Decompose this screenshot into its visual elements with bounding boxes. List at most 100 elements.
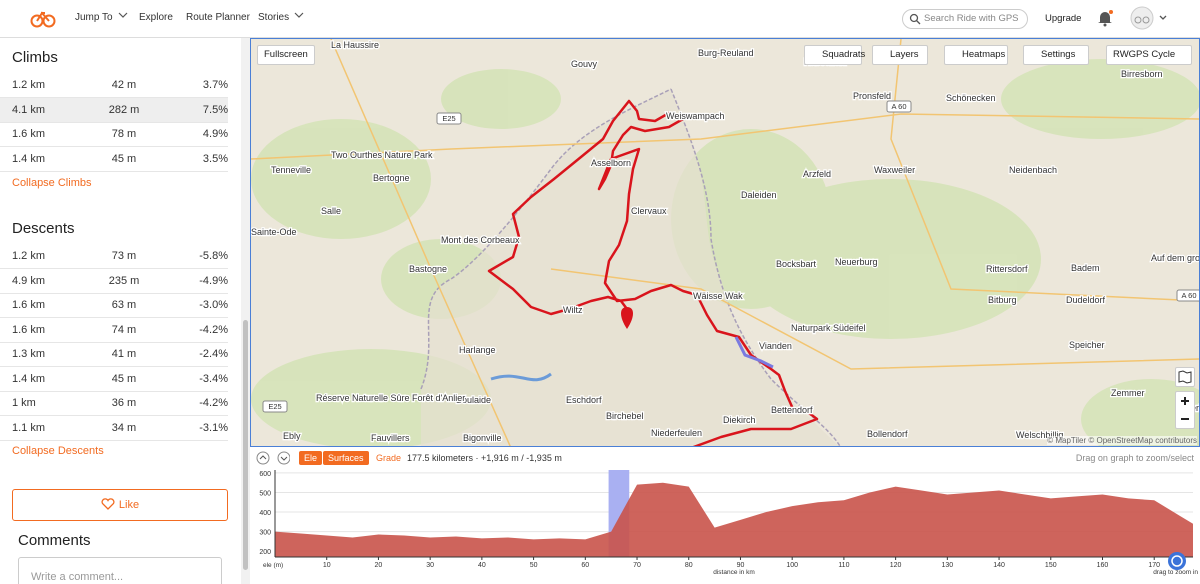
place-label: Two Ourthes Nature Park (331, 150, 433, 160)
grade: -3.4% (199, 372, 228, 385)
place-label: Niederfeulen (651, 428, 702, 438)
elevation: 41 m (111, 348, 137, 360)
table-row[interactable]: 1.6 km 63 m -3.0% (0, 293, 228, 318)
x-tick-label: 40 (478, 562, 486, 569)
table-row[interactable]: 4.9 km 235 m -4.9% (0, 269, 228, 294)
map-button[interactable]: Layers (872, 45, 928, 65)
table-row[interactable]: 1.3 km 41 m -2.4% (0, 342, 228, 367)
nav-link[interactable]: Stories (258, 12, 305, 23)
x-tick-label: 60 (581, 562, 589, 569)
map-button[interactable]: Settings (1023, 45, 1089, 65)
graph-tab[interactable]: Ele (299, 451, 323, 465)
logo[interactable] (30, 8, 56, 28)
table-row[interactable]: 1.2 km 42 m 3.7% (0, 73, 228, 98)
collapse-link[interactable]: Collapse Descents (12, 445, 104, 457)
place-label: Arzfeld (803, 169, 831, 179)
like-button[interactable]: Like (12, 489, 228, 521)
elevation: 34 m (111, 421, 137, 434)
zoom-controls (1175, 391, 1195, 429)
x-tick-label: 50 (530, 562, 538, 569)
heart-icon (101, 498, 115, 510)
table-row[interactable]: 1 km 36 m -4.2% (0, 391, 228, 416)
nav-link[interactable]: Route Planner (186, 12, 250, 23)
map[interactable]: La HaussireGouvyBurg-ReulandHabscheidPro… (250, 38, 1200, 447)
scrollbar-thumb[interactable] (243, 320, 248, 570)
map-button[interactable]: Heatmaps (944, 45, 1008, 65)
table-row[interactable]: 1.6 km 74 m -4.2% (0, 318, 228, 343)
place-label: Birresborn (1121, 69, 1163, 79)
map-button-label: RWGPS Cycle (1113, 49, 1176, 60)
map-icon (1178, 370, 1192, 384)
distance: 1.4 km (12, 372, 46, 385)
elevation: 73 m (111, 250, 137, 262)
place-label: Bastogne (409, 264, 447, 274)
border (670, 88, 841, 446)
place-label: Wiltz (563, 305, 583, 315)
distance: 1.4 km (12, 152, 46, 165)
map-canvas: La HaussireGouvyBurg-ReulandHabscheidPro… (251, 39, 1200, 446)
map-button[interactable]: RWGPS Cycle (1106, 45, 1192, 65)
search-placeholder: Search Ride with GPS (924, 13, 1019, 24)
map-button-label: Layers (890, 49, 919, 60)
place-label: Birchebel (606, 411, 644, 421)
dropdown-caret (294, 12, 304, 18)
map-button[interactable]: Squadrats (804, 45, 865, 65)
place-label: Sainte-Ode (251, 227, 297, 237)
roads (251, 39, 1199, 446)
help-button[interactable] (1168, 552, 1186, 570)
notifications[interactable] (1096, 9, 1116, 27)
elevation: 42 m (111, 79, 137, 91)
nav-link[interactable]: Jump To (75, 12, 129, 23)
place-label: Neidenbach (1009, 165, 1057, 175)
elevation-chart[interactable]: 200 300 400 500 600 10 20 30 40 50 60 70 80 90 100 110 1… (250, 447, 1200, 584)
x-axis-label: distance in km (713, 569, 755, 576)
section-title: Climbs (12, 49, 58, 66)
place-label: Fauvillers (371, 433, 410, 443)
upgrade-link[interactable]: Upgrade (1045, 13, 1082, 24)
grade: 3.7% (202, 79, 228, 91)
place-label: Tenneville (271, 165, 311, 175)
y-tick-label: 600 (259, 471, 271, 478)
x-tick-label: 110 (838, 562, 849, 569)
fullscreen-button[interactable]: Fullscreen (257, 45, 315, 65)
start-marker[interactable] (621, 307, 633, 329)
graph-tab[interactable]: Grade (376, 453, 402, 463)
table-row[interactable]: 1.2 km 73 m -5.8% (0, 244, 228, 269)
place-label: Bocksbart (776, 259, 817, 269)
place-label: Rittersdorf (986, 264, 1028, 274)
place-label: Zemmer (1111, 388, 1145, 398)
place-label: Clervaux (631, 206, 667, 216)
nav-link[interactable]: Explore (139, 12, 173, 23)
table-row[interactable]: 4.1 km 282 m 7.5% (0, 97, 228, 123)
zoom-icons[interactable] (1176, 392, 1194, 428)
help-ring (1171, 555, 1183, 567)
place-label: La Haussire (331, 40, 379, 50)
place-label: Harlange (459, 345, 496, 355)
user-menu[interactable] (1130, 5, 1170, 31)
map-button-label: Heatmaps (962, 49, 1006, 60)
map-style-button[interactable] (1175, 367, 1195, 387)
table-row[interactable]: 1.1 km 34 m -3.1% (0, 416, 228, 441)
y-axis-label: ele (m) (263, 562, 283, 569)
road-shield (436, 112, 462, 125)
place-label: Burg-Reuland (698, 48, 754, 58)
comment-box[interactable]: Write a comment... (18, 557, 222, 584)
luxembourg-area (421, 89, 839, 446)
route-summary: 177.5 kilometers · +1,916 m / -1,935 m (407, 453, 562, 463)
panel-toggles[interactable] (256, 451, 290, 465)
grade: 7.5% (202, 103, 228, 116)
graph-tab[interactable]: Surfaces (323, 451, 369, 465)
collapse-link[interactable]: Collapse Climbs (12, 177, 92, 189)
table-row[interactable]: 1.4 km 45 m 3.5% (0, 147, 228, 172)
elevation: 78 m (111, 128, 137, 140)
grade: -2.4% (199, 348, 228, 360)
search-box[interactable]: Search Ride with GPS (902, 9, 1028, 29)
table-row[interactable]: 1.4 km 45 m -3.4% (0, 367, 228, 392)
place-label: Gouvy (571, 59, 598, 69)
x-tick-label: 80 (685, 562, 693, 569)
table-row[interactable]: 1.6 km 78 m 4.9% (0, 122, 228, 147)
place-label: Neuerburg (835, 257, 878, 267)
place-label: Auf dem großen Driesch (1151, 253, 1200, 263)
place-label: Salle (321, 206, 341, 216)
elevation: 74 m (111, 323, 137, 336)
